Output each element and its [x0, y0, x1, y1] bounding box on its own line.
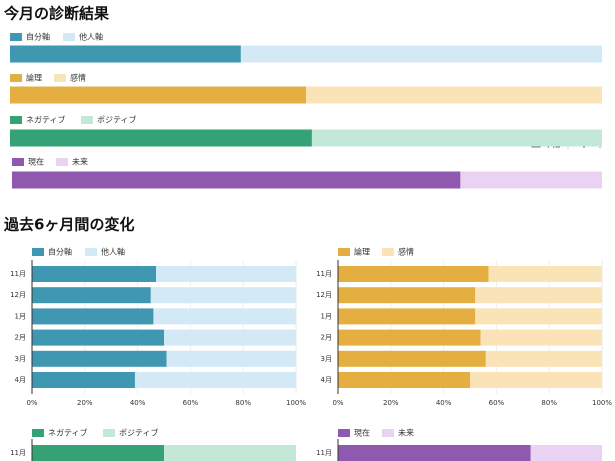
- bar-segment: [240, 45, 602, 63]
- legend-swatch: [81, 116, 93, 124]
- y-tick-label: 4月: [321, 376, 332, 384]
- bar-segment: [166, 350, 296, 367]
- legend-label: ネガティブ: [26, 115, 66, 125]
- bar-segment: [153, 308, 296, 325]
- legend-label: 他人軸: [101, 247, 125, 257]
- legend-swatch: [54, 74, 66, 82]
- bar-segment: [10, 129, 312, 147]
- legend-swatch: [12, 158, 24, 166]
- x-tick-label: 60%: [183, 399, 199, 407]
- legend-label: ネガティブ: [48, 428, 88, 438]
- bar-segment: [460, 171, 602, 189]
- y-tick-label: 11月: [10, 449, 26, 457]
- bar-segment: [32, 350, 167, 367]
- legend-swatch: [10, 74, 22, 82]
- bar-segment: [10, 86, 306, 104]
- bar-segment: [164, 329, 296, 346]
- bar-segment: [485, 350, 602, 367]
- legend-swatch: [338, 248, 350, 256]
- x-tick-label: 0%: [332, 399, 343, 407]
- x-tick-label: 80%: [541, 399, 557, 407]
- bar-segment: [32, 445, 164, 461]
- legend-swatch: [32, 248, 44, 256]
- y-tick-label: 11月: [10, 270, 26, 278]
- legend-label: 未来: [398, 428, 414, 438]
- bar-segment: [12, 171, 461, 189]
- bar-segment: [32, 287, 151, 304]
- y-tick-label: 1月: [321, 312, 332, 320]
- legend-label: 他人軸: [79, 32, 103, 42]
- y-tick-label: 2月: [321, 334, 332, 342]
- bar-segment: [311, 129, 602, 147]
- bar-segment: [338, 350, 486, 367]
- bar-segment: [475, 308, 602, 325]
- bar-segment: [338, 308, 476, 325]
- legend-label: 感情: [70, 73, 86, 83]
- y-tick-label: 11月: [316, 270, 332, 278]
- bar-segment: [32, 266, 157, 282]
- x-tick-label: 100%: [286, 399, 306, 407]
- bar-segment: [164, 445, 296, 461]
- bar-segment: [338, 266, 489, 282]
- legend-swatch: [382, 248, 394, 256]
- bar-segment: [156, 266, 296, 282]
- bar-segment: [470, 372, 602, 388]
- bar-segment: [32, 329, 164, 346]
- legend-label: 未来: [72, 157, 88, 167]
- x-tick-label: 100%: [592, 399, 612, 407]
- x-tick-label: 20%: [383, 399, 399, 407]
- legend-label: 論理: [354, 247, 370, 257]
- legend-swatch: [56, 158, 68, 166]
- legend-label: 感情: [398, 247, 414, 257]
- legend-label: 論理: [26, 73, 42, 83]
- y-tick-label: 1月: [15, 312, 26, 320]
- bar-segment: [338, 445, 531, 461]
- bar-segment: [10, 45, 241, 63]
- x-tick-label: 0%: [26, 399, 37, 407]
- bar-segment: [306, 86, 602, 104]
- bar-segment: [32, 372, 135, 388]
- x-tick-label: 40%: [436, 399, 452, 407]
- x-tick-label: 80%: [235, 399, 251, 407]
- legend-swatch: [103, 429, 115, 437]
- legend-label: 現在: [28, 157, 44, 167]
- bar-segment: [338, 329, 481, 346]
- x-tick-label: 60%: [489, 399, 505, 407]
- legend-swatch: [382, 429, 394, 437]
- legend-swatch: [85, 248, 97, 256]
- legend-swatch: [63, 33, 75, 41]
- section-heading: 過去6ヶ月間の変化: [3, 216, 134, 234]
- y-tick-label: 4月: [15, 376, 26, 384]
- legend-swatch: [10, 116, 22, 124]
- bar-segment: [338, 372, 470, 388]
- legend-label: ポジティブ: [119, 428, 159, 438]
- y-tick-label: 3月: [321, 355, 332, 363]
- legend-swatch: [10, 33, 22, 41]
- bar-segment: [134, 372, 296, 388]
- bar-segment: [480, 329, 602, 346]
- y-tick-label: 12月: [316, 291, 332, 299]
- bar-segment: [530, 445, 602, 461]
- bar-segment: [488, 266, 602, 282]
- x-tick-label: 40%: [130, 399, 146, 407]
- y-tick-label: 3月: [15, 355, 26, 363]
- legend-label: ポジティブ: [97, 115, 137, 125]
- x-tick-label: 20%: [77, 399, 93, 407]
- y-tick-label: 12月: [10, 291, 26, 299]
- bar-segment: [475, 287, 602, 304]
- section-heading: 今月の診断結果: [3, 5, 110, 23]
- legend-label: 自分軸: [26, 32, 50, 42]
- legend-label: 現在: [354, 428, 370, 438]
- bar-segment: [150, 287, 296, 304]
- y-tick-label: 2月: [15, 334, 26, 342]
- bar-segment: [338, 287, 476, 304]
- y-tick-label: 11月: [316, 449, 332, 457]
- bar-segment: [32, 308, 154, 325]
- legend-label: 自分軸: [48, 247, 72, 257]
- legend-swatch: [338, 429, 350, 437]
- legend-swatch: [32, 429, 44, 437]
